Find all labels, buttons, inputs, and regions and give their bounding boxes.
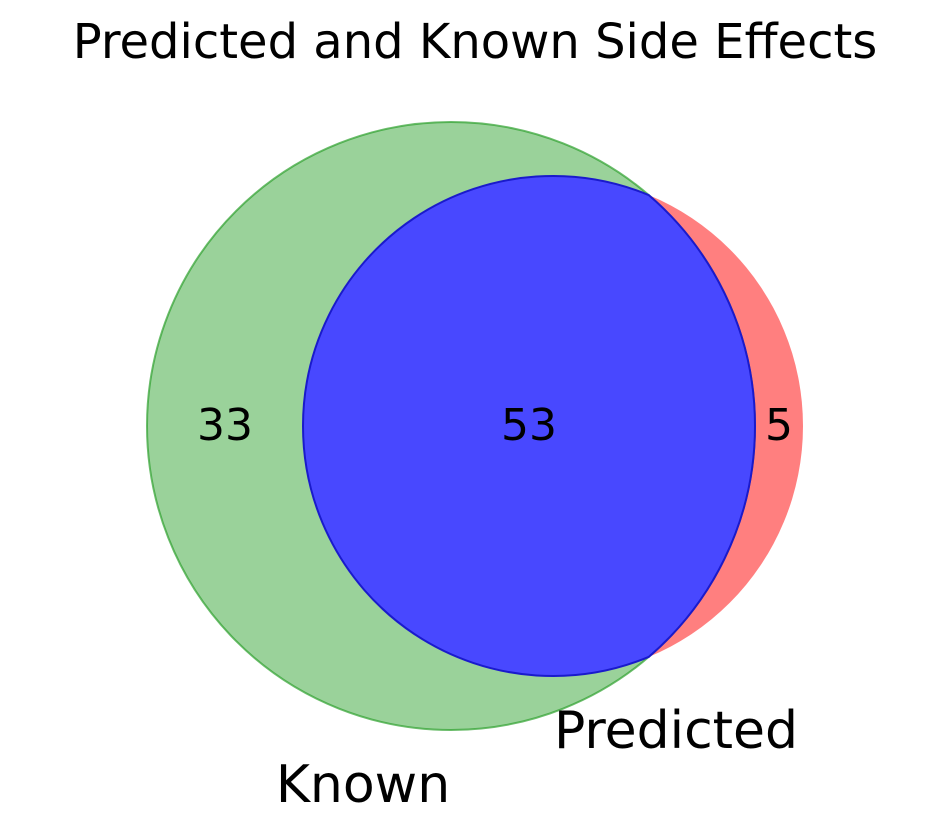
known-only-count: 33 [197, 400, 253, 451]
overlap-region [302, 175, 756, 677]
predicted-set-label: Predicted [554, 701, 798, 761]
known-set-label: Known [276, 755, 450, 815]
chart-title: Predicted and Known Side Effects [73, 14, 878, 70]
overlap-count: 53 [501, 400, 557, 451]
predicted-only-count: 5 [765, 400, 793, 451]
